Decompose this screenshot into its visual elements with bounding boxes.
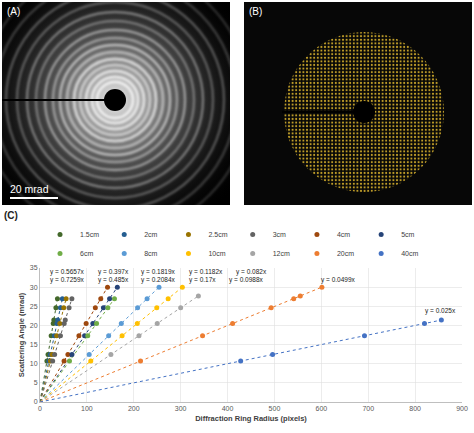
svg-text:6cm: 6cm xyxy=(80,250,93,257)
svg-text:y = 0.0499x: y = 0.0499x xyxy=(321,276,356,284)
svg-text:40cm: 40cm xyxy=(401,250,418,257)
svg-text:900: 900 xyxy=(456,405,468,412)
svg-text:3cm: 3cm xyxy=(273,231,286,238)
svg-text:(A): (A) xyxy=(7,6,20,17)
svg-text:y = 0.082x: y = 0.082x xyxy=(236,268,267,276)
svg-text:y = 0.0988x: y = 0.0988x xyxy=(229,276,264,284)
svg-text:10: 10 xyxy=(30,360,38,367)
svg-text:25: 25 xyxy=(30,303,38,310)
svg-text:15: 15 xyxy=(30,341,38,348)
svg-text:20cm: 20cm xyxy=(337,250,354,257)
svg-text:Diffraction Ring Radius (pixel: Diffraction Ring Radius (pixels) xyxy=(195,414,307,423)
svg-text:y = 0.17x: y = 0.17x xyxy=(189,276,216,284)
svg-text:5: 5 xyxy=(34,379,38,386)
svg-text:2cm: 2cm xyxy=(144,231,157,238)
svg-text:12cm: 12cm xyxy=(273,250,290,257)
svg-text:y = 0.485x: y = 0.485x xyxy=(98,276,129,284)
svg-text:1.5cm: 1.5cm xyxy=(80,231,99,238)
svg-text:100: 100 xyxy=(81,405,93,412)
svg-text:700: 700 xyxy=(362,405,374,412)
svg-text:4cm: 4cm xyxy=(337,231,350,238)
svg-text:y = 0.1819x: y = 0.1819x xyxy=(141,268,176,276)
svg-text:y = 0.025x: y = 0.025x xyxy=(425,307,456,315)
svg-text:y = 0.1182x: y = 0.1182x xyxy=(189,268,223,276)
svg-text:800: 800 xyxy=(409,405,421,412)
svg-text:2.5cm: 2.5cm xyxy=(208,231,227,238)
svg-text:0: 0 xyxy=(38,405,42,412)
svg-text:y = 0.2084x: y = 0.2084x xyxy=(141,276,176,284)
svg-text:(B): (B) xyxy=(249,6,262,17)
svg-text:8cm: 8cm xyxy=(144,250,157,257)
svg-text:y = 0.397x: y = 0.397x xyxy=(98,268,129,276)
svg-text:500: 500 xyxy=(269,405,281,412)
svg-text:30: 30 xyxy=(30,284,38,291)
svg-text:y = 0.5657x: y = 0.5657x xyxy=(50,268,85,276)
svg-text:0: 0 xyxy=(34,398,38,405)
svg-text:20: 20 xyxy=(30,322,38,329)
svg-text:300: 300 xyxy=(175,405,187,412)
svg-text:Scattering Angle (mrad): Scattering Angle (mrad) xyxy=(17,292,26,377)
svg-text:600: 600 xyxy=(315,405,327,412)
svg-text:5cm: 5cm xyxy=(401,231,414,238)
svg-text:y = 0.7259x: y = 0.7259x xyxy=(50,276,85,284)
html-text:(C): (C) xyxy=(4,210,18,221)
svg-text:400: 400 xyxy=(222,405,234,412)
svg-text:10cm: 10cm xyxy=(208,250,225,257)
svg-text:200: 200 xyxy=(128,405,140,412)
svg-text:35: 35 xyxy=(30,264,38,271)
svg-text:20 mrad: 20 mrad xyxy=(10,183,49,195)
